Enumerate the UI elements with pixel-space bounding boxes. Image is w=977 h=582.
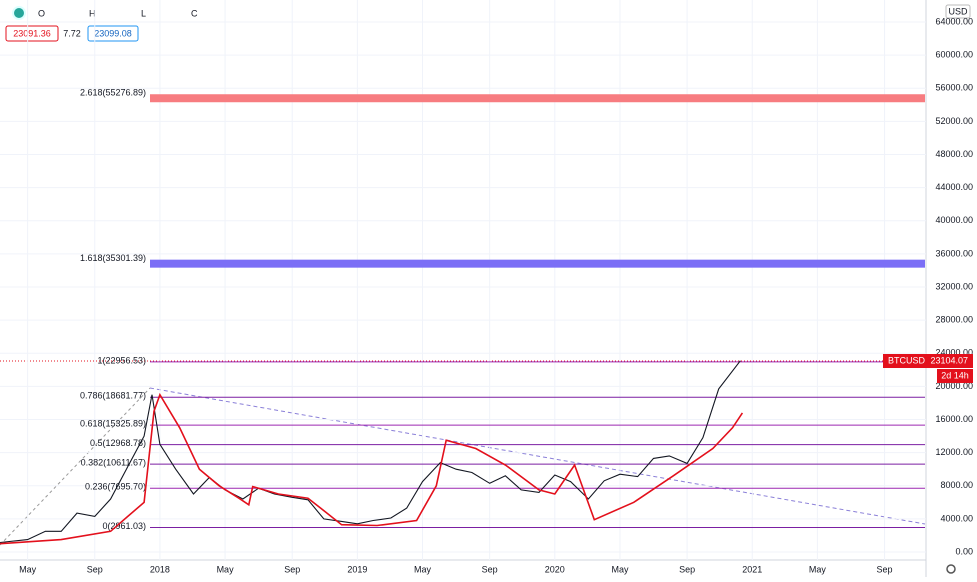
y-tick-label: 12000.00 bbox=[935, 447, 973, 457]
countdown-tag bbox=[937, 369, 973, 383]
y-tick-label: 60000.00 bbox=[935, 50, 973, 60]
fib-label: 0.5(12968.78) bbox=[90, 438, 146, 448]
value-box bbox=[87, 25, 139, 42]
fib-label: 0.382(10611.67) bbox=[81, 457, 146, 467]
x-tick-label: May bbox=[414, 564, 432, 574]
y-tick-label: 40000.00 bbox=[935, 215, 973, 225]
x-tick-label: May bbox=[19, 564, 37, 574]
header-value: 23091.36 bbox=[13, 28, 51, 38]
y-tick-label: 28000.00 bbox=[935, 315, 973, 325]
x-tick-label: May bbox=[809, 564, 827, 574]
y-tick-label: 52000.00 bbox=[935, 116, 973, 126]
ohlc-label: H bbox=[89, 8, 96, 18]
y-tick-label: 64000.00 bbox=[935, 16, 973, 26]
x-tick-label: 2020 bbox=[545, 564, 565, 574]
series-line bbox=[0, 360, 741, 544]
ohlc-label: L bbox=[141, 8, 146, 18]
fib-band bbox=[150, 94, 925, 103]
settings-icon[interactable] bbox=[946, 564, 956, 574]
y-tick-label: 48000.00 bbox=[935, 149, 973, 159]
y-tick-label: 8000.00 bbox=[940, 480, 973, 490]
x-tick-label: Sep bbox=[284, 564, 300, 574]
series-line bbox=[0, 392, 744, 545]
fib-label: 1.618(35301.39) bbox=[80, 253, 146, 263]
x-tick-label: May bbox=[611, 564, 629, 574]
y-tick-label: 20000.00 bbox=[935, 381, 973, 391]
y-tick-label: 0.00 bbox=[955, 546, 973, 556]
ohlc-label: C bbox=[191, 8, 198, 18]
fib-band bbox=[150, 259, 925, 268]
fib-label: 0.236(7695.70) bbox=[85, 482, 146, 492]
fib-label: 0.618(15325.89) bbox=[80, 418, 146, 428]
y-tick-label: 36000.00 bbox=[935, 248, 973, 258]
price-tag bbox=[883, 354, 973, 368]
trend-line bbox=[149, 387, 926, 525]
y-tick-label: 44000.00 bbox=[935, 182, 973, 192]
value-box bbox=[5, 25, 59, 42]
fib-label: 1(22956.53) bbox=[97, 355, 146, 365]
y-tick-label: 24000.00 bbox=[935, 348, 973, 358]
x-tick-label: Sep bbox=[877, 564, 893, 574]
x-tick-label: 2018 bbox=[150, 564, 170, 574]
status-dot bbox=[12, 6, 26, 20]
y-tick-label: 4000.00 bbox=[940, 513, 973, 523]
countdown: 2d 14h bbox=[941, 370, 969, 380]
header-value: 7.72 bbox=[63, 28, 81, 38]
currency-box bbox=[945, 4, 971, 19]
fib-label: 0.786(18681.77) bbox=[80, 391, 146, 401]
x-tick-label: 2019 bbox=[347, 564, 367, 574]
x-tick-label: 2021 bbox=[742, 564, 762, 574]
y-tick-label: 32000.00 bbox=[935, 281, 973, 291]
x-tick-label: Sep bbox=[87, 564, 103, 574]
price-tag-price: 23104.07 bbox=[930, 355, 968, 365]
y-tick-label: 56000.00 bbox=[935, 83, 973, 93]
ohlc-label: O bbox=[38, 8, 45, 18]
fib-label: 2.618(55276.89) bbox=[80, 88, 146, 98]
x-tick-label: Sep bbox=[482, 564, 498, 574]
x-tick-label: May bbox=[217, 564, 235, 574]
header-value: 23099.08 bbox=[94, 28, 132, 38]
x-tick-label: Sep bbox=[679, 564, 695, 574]
price-tag-symbol: BTCUSD bbox=[888, 355, 926, 365]
fib-label: 0(2961.03) bbox=[102, 521, 146, 531]
currency: USD bbox=[948, 6, 968, 16]
y-tick-label: 16000.00 bbox=[935, 414, 973, 424]
